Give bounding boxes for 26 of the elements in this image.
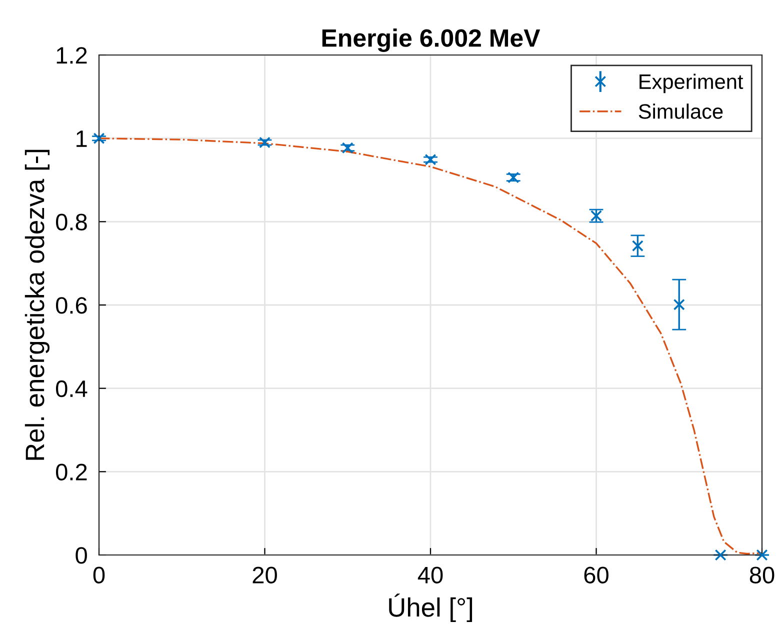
point (673, 298, 685, 310)
x-tick-label: 80 (750, 566, 774, 584)
x-tick-label: 20 (252, 566, 277, 584)
y-tick-label: 0 (76, 547, 87, 564)
point (93, 132, 105, 144)
chart-title: Energie 6.002 MeV (322, 28, 540, 52)
x-axis-title: Úhel [°] (389, 594, 472, 622)
legend-label: Simulace (638, 104, 723, 119)
point (714, 549, 726, 561)
point (632, 240, 644, 252)
y-axis-title: Rel. energeticka odezva [-] (24, 150, 50, 460)
point (756, 549, 768, 561)
legend-label: Experiment (640, 74, 744, 94)
y-tick-label: 1 (76, 130, 87, 147)
y-tick-label: 1.2 (56, 47, 87, 64)
point (258, 136, 271, 148)
point (508, 172, 520, 184)
y-tick-label: 0.4 (56, 380, 88, 398)
x-tick-label: 0 (93, 566, 105, 584)
x-tick-label: 60 (584, 566, 608, 584)
y-tick-label: 0.2 (56, 464, 87, 480)
point (342, 142, 354, 154)
y-tick-label: 0.6 (56, 297, 87, 314)
y-tick-label: 0.8 (56, 214, 87, 230)
x-tick-label: 40 (418, 566, 443, 584)
point (424, 154, 436, 166)
